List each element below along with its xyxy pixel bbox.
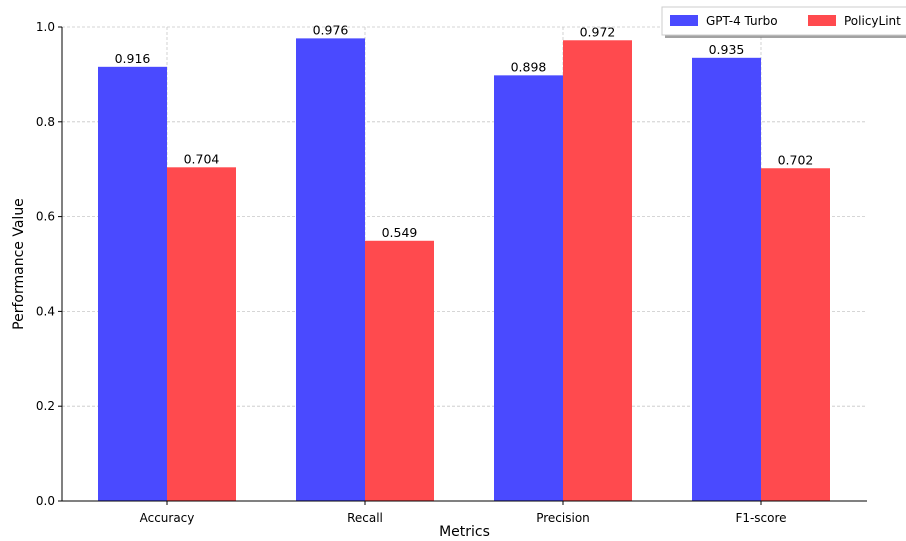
bar-value-label: 0.916	[115, 51, 151, 66]
y-tick-label: 0.2	[36, 399, 55, 413]
bar-value-label: 0.702	[778, 152, 814, 167]
bar-value-label: 0.972	[580, 24, 616, 39]
axes	[61, 27, 867, 502]
legend-box	[661, 6, 906, 36]
x-ticks: Accuracy Recall Precision F1-score	[140, 501, 787, 525]
data-labels: 0.916 0.976 0.898 0.935 0.704 0.549 0.972 0.702	[115, 22, 814, 239]
bar	[563, 40, 632, 501]
bar-value-label: 0.898	[511, 59, 547, 74]
bar	[761, 168, 830, 501]
legend-label: GPT-4 Turbo	[706, 14, 778, 28]
legend-label: PolicyLint	[844, 14, 901, 28]
bar	[296, 38, 365, 501]
y-ticks: 0.0 0.2 0.4 0.6 0.8 1.0	[36, 20, 62, 508]
y-tick-label: 0.6	[36, 210, 55, 224]
x-axis-title: Metrics	[439, 524, 490, 540]
y-tick-label: 0.8	[36, 115, 55, 129]
x-tick-label: Precision	[536, 511, 590, 525]
bar	[692, 57, 761, 502]
y-axis-title: Performance Value	[11, 198, 27, 330]
bar	[167, 167, 236, 501]
x-tick-label: Accuracy	[140, 511, 195, 525]
x-tick-label: F1-score	[735, 511, 786, 525]
y-tick-label: 0.0	[36, 494, 55, 508]
bar-value-label: 0.976	[313, 22, 349, 37]
bar	[494, 75, 563, 502]
bar	[98, 66, 167, 501]
bar-value-label: 0.549	[382, 225, 418, 240]
y-tick-label: 1.0	[36, 20, 55, 34]
bar-value-label: 0.935	[709, 42, 745, 57]
legend: GPT-4 Turbo PolicyLint	[661, 6, 906, 38]
y-tick-label: 0.4	[36, 304, 55, 318]
x-tick-label: Recall	[347, 511, 383, 525]
bars	[98, 38, 830, 502]
legend-swatch	[670, 15, 698, 26]
legend-swatch	[808, 15, 836, 26]
bar	[365, 240, 434, 502]
bar-value-label: 0.704	[184, 151, 220, 166]
